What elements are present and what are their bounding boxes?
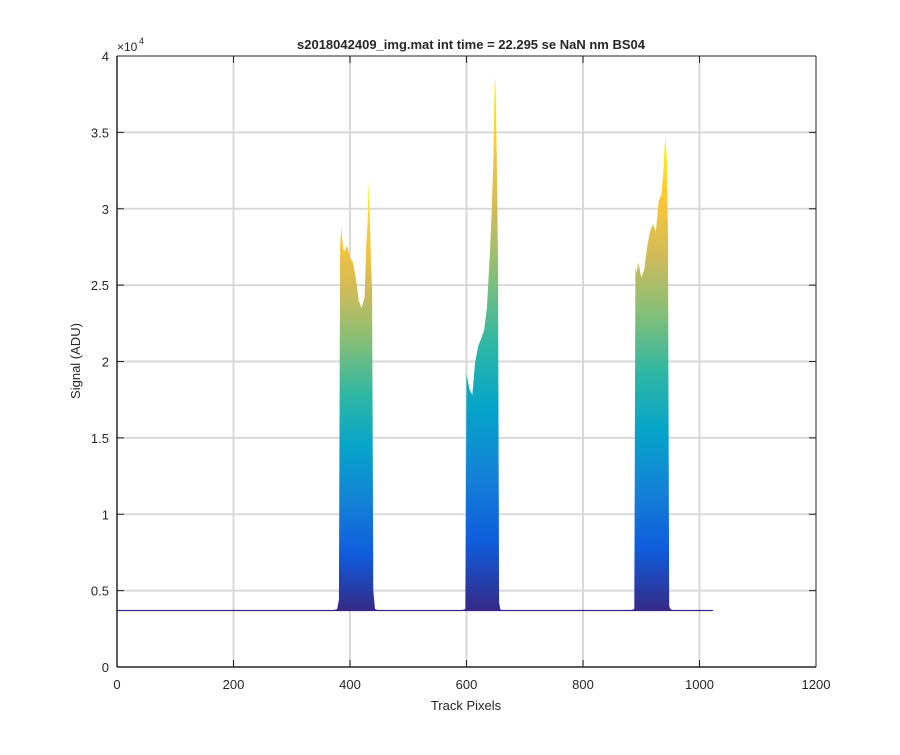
peak-2-area — [460, 77, 508, 611]
y-tick-label: 0 — [102, 660, 109, 675]
y-tick-label: 2.5 — [91, 278, 109, 293]
y-tick-label: 1 — [102, 507, 109, 522]
y-tick-label: 0.5 — [91, 584, 109, 599]
tick-labels: 0 200 400 600 800 1000 1200 0 0.5 1 1.5 2 2.5 3 3.5 4 — [91, 49, 831, 692]
x-tick-label: 800 — [572, 677, 594, 692]
x-axis-label: Track Pixels — [431, 698, 502, 713]
x-tick-label: 0 — [113, 677, 120, 692]
y-exponent-base: ×10 — [117, 40, 138, 54]
chart-title: s2018042409_img.mat int time = 22.295 se… — [297, 37, 646, 52]
x-tick-label: 600 — [456, 677, 478, 692]
y-tick-label: 3 — [102, 202, 109, 217]
y-tick-label: 4 — [102, 49, 109, 64]
x-tick-label: 1200 — [802, 677, 831, 692]
x-tick-label: 1000 — [685, 677, 714, 692]
y-axis-exponent: ×10 4 — [117, 36, 144, 54]
x-tick-label: 200 — [223, 677, 245, 692]
y-tick-label: 1.5 — [91, 431, 109, 446]
data-series — [117, 77, 713, 612]
x-tick-label: 400 — [339, 677, 361, 692]
y-tick-label: 3.5 — [91, 125, 109, 140]
y-axis-label: Signal (ADU) — [68, 323, 83, 399]
y-tick-label: 2 — [102, 355, 109, 370]
peak-3-area — [629, 137, 677, 611]
y-exponent-power: 4 — [139, 36, 144, 46]
